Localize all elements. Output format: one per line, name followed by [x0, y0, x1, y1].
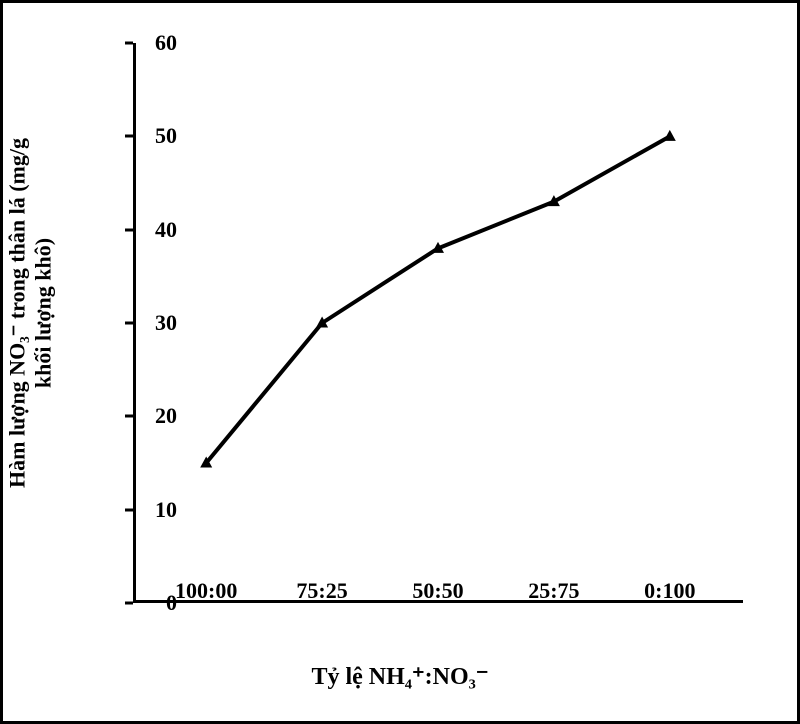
x-axis-title: Tỷ lệ NH₄⁺:NO₃⁻ [3, 662, 797, 691]
y-tick-label: 50 [127, 123, 177, 149]
plot-area [133, 43, 743, 603]
series-line [206, 136, 670, 463]
line-series [133, 43, 743, 603]
y-axis-title-line2: khối lượng khô) [31, 238, 56, 388]
data-marker [664, 130, 676, 141]
x-tick-label: 50:50 [388, 578, 488, 604]
x-tick-label: 0:100 [620, 578, 720, 604]
y-tick-label: 40 [127, 217, 177, 243]
x-tick-label: 100:00 [156, 578, 256, 604]
x-tick-label: 75:25 [272, 578, 372, 604]
y-axis-title-line1: Hàm lượng NO₃⁻ trong thân lá (mg/g [5, 138, 30, 488]
y-tick-label: 20 [127, 403, 177, 429]
y-tick-label: 30 [127, 310, 177, 336]
chart-frame: Hàm lượng NO₃⁻ trong thân lá (mg/g khối … [0, 0, 800, 724]
x-tick-label: 25:75 [504, 578, 604, 604]
y-tick-label: 60 [127, 30, 177, 56]
y-tick-label: 10 [127, 497, 177, 523]
